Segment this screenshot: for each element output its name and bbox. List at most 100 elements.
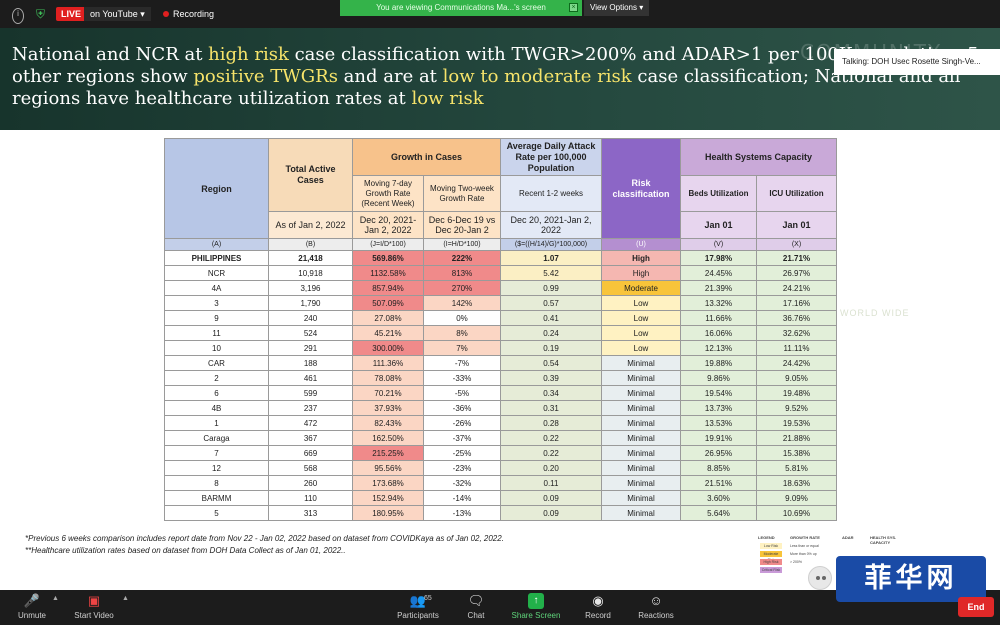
formula-label: (J=I/D*100) (352, 238, 424, 251)
cell-growth-2week: -26% (423, 415, 501, 431)
cell-risk: Minimal (601, 490, 681, 506)
chevron-up-icon[interactable]: ▲ (122, 595, 129, 602)
cell-growth-2week: 813% (423, 265, 501, 281)
chat-label: Chat (467, 611, 485, 620)
live-destination[interactable]: on YouTube ▾ (84, 7, 151, 21)
cell-growth-2week: 142% (423, 295, 501, 311)
close-icon[interactable]: × (569, 3, 578, 12)
cell-icu-utilization: 21.88% (756, 430, 837, 446)
share-screen-button[interactable]: ↑ Share Screen (506, 593, 566, 620)
shield-icon[interactable]: ⛨ (36, 7, 46, 21)
recording-label[interactable]: Recording (173, 9, 215, 19)
cell-total-active: 568 (268, 460, 353, 476)
legend-swatch-critical: Critical Risk (760, 567, 782, 573)
cell-region: NCR (164, 265, 269, 281)
recording-dot-icon (163, 11, 169, 17)
table-row: NCR 10,918 1132.58% 813% 5.42 High 24.45% 26.97… (164, 265, 837, 281)
cell-total-active: 21,418 (268, 250, 353, 266)
cell-risk: Low (601, 295, 681, 311)
legend-swatch-moderate: Moderate Risk (760, 551, 782, 562)
header-region: Region (164, 138, 269, 239)
cell-beds-utilization: 12.13% (680, 340, 757, 356)
cell-icu-utilization: 24.42% (756, 355, 837, 371)
cell-region: CAR (164, 355, 269, 371)
cell-total-active: 524 (268, 325, 353, 341)
cell-beds-utilization: 21.51% (680, 475, 757, 491)
cell-risk: Low (601, 325, 681, 341)
cell-risk: Minimal (601, 445, 681, 461)
cell-adar: 0.41 (500, 310, 602, 326)
cell-region: 1 (164, 415, 269, 431)
legend-growth-text: Less than or equal (790, 544, 819, 548)
cell-adar: 0.19 (500, 340, 602, 356)
table-row: 4B 237 37.93% -36% 0.31 Minimal 13.73% 9.52% (164, 400, 837, 416)
legend-heading: LEGEND (758, 535, 775, 540)
table-row: 7 669 215.25% -25% 0.22 Minimal 26.95% 15.38% (164, 445, 837, 461)
video-off-icon: ▣ (87, 593, 101, 608)
cell-growth-2week: 222% (423, 250, 501, 266)
cell-beds-utilization: 19.88% (680, 355, 757, 371)
cell-region: 6 (164, 385, 269, 401)
cell-beds-utilization: 16.06% (680, 325, 757, 341)
record-button[interactable]: ◉ Record (568, 593, 628, 620)
cell-total-active: 669 (268, 445, 353, 461)
cell-beds-utilization: 19.91% (680, 430, 757, 446)
start-video-label: Start Video (74, 611, 114, 620)
reactions-button[interactable]: ☺ Reactions (626, 593, 686, 620)
cell-icu-utilization: 36.76% (756, 310, 837, 326)
cell-region: 3 (164, 295, 269, 311)
cell-region: 12 (164, 460, 269, 476)
cell-growth-7day: 95.56% (352, 460, 424, 476)
viewing-banner-text: You are viewing Communications Ma...'s s… (376, 3, 546, 12)
participants-button[interactable]: 👥 Participants (388, 593, 448, 620)
cell-adar: 0.31 (500, 400, 602, 416)
header-moving-2week: Moving Two-week Growth Rate (423, 175, 501, 212)
table-row: BARMM 110 152.94% -14% 0.09 Minimal 3.60% 9.09% (164, 490, 837, 506)
info-icon[interactable]: i (12, 8, 24, 24)
header-adar-date: Dec 20, 2021-Jan 2, 2022 (500, 211, 602, 239)
cell-icu-utilization: 19.48% (756, 385, 837, 401)
cell-growth-7day: 173.68% (352, 475, 424, 491)
cell-region: 7 (164, 445, 269, 461)
cell-growth-7day: 152.94% (352, 490, 424, 506)
cell-icu-utilization: 19.53% (756, 415, 837, 431)
header-moving-7day-date: Dec 20, 2021-Jan 2, 2022 (352, 211, 424, 239)
cell-risk: High (601, 250, 681, 266)
cell-beds-utilization: 11.66% (680, 310, 757, 326)
cell-growth-7day: 215.25% (352, 445, 424, 461)
table-row: 9 240 27.08% 0% 0.41 Low 11.66% 36.76% (164, 310, 837, 326)
cell-adar: 0.09 (500, 490, 602, 506)
cell-beds-utilization: 26.95% (680, 445, 757, 461)
end-meeting-button[interactable]: End (958, 597, 994, 617)
view-options-button[interactable]: View Options ▾ (584, 0, 650, 16)
start-video-button[interactable]: ▣ Start Video (64, 593, 124, 620)
legend-heading: ADAR (842, 535, 854, 540)
cell-total-active: 313 (268, 505, 353, 521)
cell-risk: Minimal (601, 475, 681, 491)
cell-total-active: 110 (268, 490, 353, 506)
cell-icu-utilization: 9.52% (756, 400, 837, 416)
cell-region: 4A (164, 280, 269, 296)
cell-region: BARMM (164, 490, 269, 506)
cell-risk: Minimal (601, 415, 681, 431)
live-destination-label: on YouTube (90, 9, 138, 19)
live-badge[interactable]: LIVE (56, 7, 87, 21)
table-row: 4A 3,196 857.94% 270% 0.99 Moderate 21.39% 24.2… (164, 280, 837, 296)
footnote-2: **Healthcare utilization rates based on … (25, 546, 346, 555)
chat-button[interactable]: 🗨 Chat (446, 593, 506, 620)
cell-growth-7day: 37.93% (352, 400, 424, 416)
chevron-up-icon[interactable]: ▲ (52, 595, 59, 602)
cell-adar: 5.42 (500, 265, 602, 281)
cell-total-active: 10,918 (268, 265, 353, 281)
headline-highlight: high risk (208, 44, 289, 65)
view-options-label: View Options (590, 3, 637, 12)
legend-swatch-low: Low Risk (760, 543, 782, 549)
table-row: 8 260 173.68% -32% 0.11 Minimal 21.51% 18.63% (164, 475, 837, 491)
cell-icu-utilization: 15.38% (756, 445, 837, 461)
unmute-button[interactable]: 🎤 Unmute (2, 593, 62, 620)
cell-region: 2 (164, 370, 269, 386)
cell-risk: Minimal (601, 460, 681, 476)
cell-icu-utilization: 9.09% (756, 490, 837, 506)
cell-region: 10 (164, 340, 269, 356)
cell-risk: Minimal (601, 370, 681, 386)
